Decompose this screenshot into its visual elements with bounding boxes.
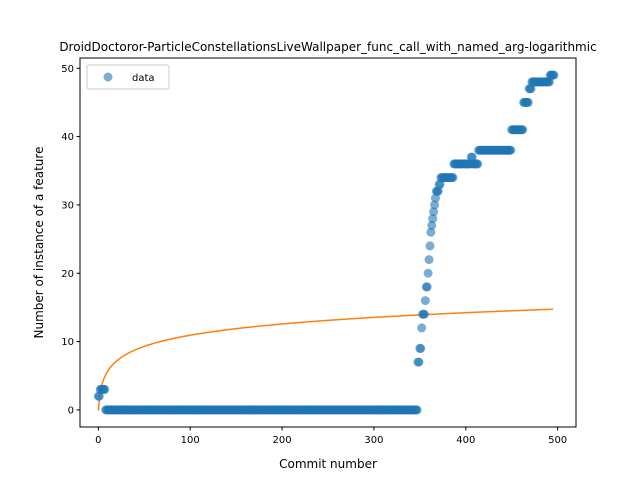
y-tick-label: 50 — [61, 64, 74, 75]
legend-box — [86, 64, 170, 90]
x-tick-label: 100 — [181, 435, 200, 446]
data-point — [94, 391, 104, 401]
data-point — [419, 309, 429, 319]
legend: data — [86, 64, 170, 90]
data-point — [426, 227, 436, 237]
y-tick-label: 30 — [61, 200, 74, 211]
data-point — [435, 179, 445, 189]
data-point — [428, 214, 438, 224]
data-point — [473, 159, 483, 169]
data-point — [424, 255, 434, 265]
x-tick-label: 500 — [548, 435, 567, 446]
data-point — [544, 77, 554, 87]
x-tick-label: 0 — [95, 435, 101, 446]
data-point — [423, 268, 433, 278]
fit-layer — [97, 308, 554, 411]
data-point — [433, 186, 443, 196]
data-point — [526, 84, 536, 94]
x-axis-ticks: 0 100 200 300 400 500 — [95, 427, 567, 446]
data-point — [422, 282, 432, 292]
x-tick-label: 300 — [364, 435, 383, 446]
chart-title: DroidDoctoror-ParticleConstellationsLive… — [59, 40, 596, 54]
points-layer — [93, 70, 559, 415]
data-point — [100, 384, 110, 394]
data-point — [467, 152, 477, 162]
data-point — [412, 405, 422, 415]
x-tick-label: 200 — [273, 435, 292, 446]
data-point — [448, 173, 458, 183]
data-point — [420, 296, 430, 306]
data-point — [417, 323, 427, 333]
plot-area — [80, 58, 576, 427]
y-axis-ticks: 0 10 20 30 40 50 — [61, 64, 80, 416]
y-tick-label: 10 — [61, 337, 74, 348]
y-tick-label: 20 — [61, 269, 74, 280]
data-point — [425, 241, 435, 251]
axes-frame — [79, 57, 577, 428]
data-point — [414, 357, 424, 367]
fit-line — [97, 308, 554, 411]
data-point — [430, 193, 440, 203]
data-point — [523, 97, 533, 107]
data-point — [427, 220, 437, 230]
y-axis-label: Number of instance of a feature — [32, 147, 46, 339]
legend-marker — [103, 72, 113, 82]
y-tick-label: 40 — [61, 132, 74, 143]
x-axis-label: Commit number — [279, 457, 377, 471]
legend-label-data: data — [132, 73, 155, 84]
data-point — [518, 125, 528, 135]
data-point — [549, 70, 559, 80]
data-point — [506, 145, 516, 155]
data-point — [429, 207, 439, 217]
y-tick-label: 0 — [68, 405, 74, 416]
data-point — [430, 200, 440, 210]
x-tick-label: 400 — [456, 435, 475, 446]
data-point — [416, 343, 426, 353]
